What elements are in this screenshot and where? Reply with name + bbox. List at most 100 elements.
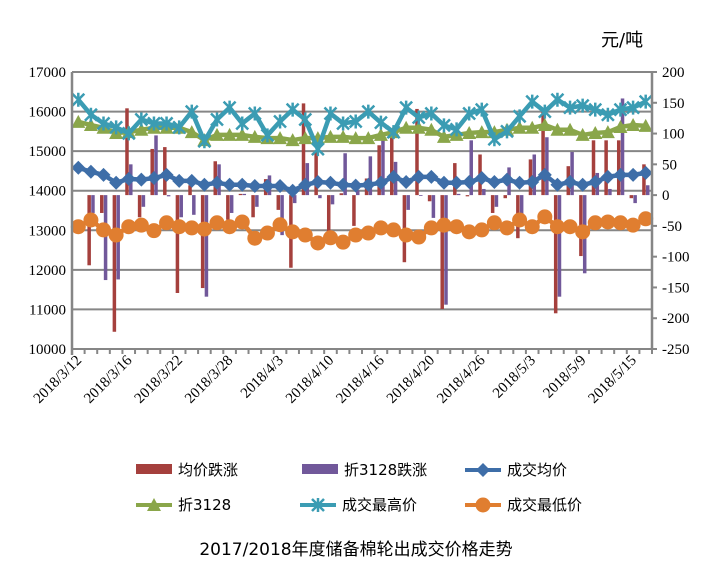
bar-zhe3128-change [608, 188, 612, 196]
data-point-star [474, 102, 489, 117]
data-point-star [121, 126, 136, 141]
data-point-triangle [600, 125, 615, 139]
data-point-diamond [487, 175, 502, 190]
legend-marker-diamond [476, 463, 490, 477]
x-axis-tick-label: 2018/5/9 [540, 353, 589, 402]
bar-zhe3128-change [469, 140, 473, 196]
bar-zhe3128-change [368, 156, 373, 196]
data-point-circle [612, 215, 628, 231]
legend-label: 成交最低价 [507, 496, 582, 514]
data-point-circle [196, 221, 212, 237]
data-point-diamond [600, 169, 615, 184]
data-point-triangle [298, 131, 313, 145]
x-axis-tick-label: 2018/4/20 [384, 353, 438, 407]
data-point-diamond [260, 178, 275, 193]
data-point-star [84, 107, 98, 122]
bar-avg-change [642, 164, 646, 196]
data-point-diamond [424, 169, 439, 184]
data-point-circle [499, 220, 515, 236]
bar-avg-change [175, 195, 180, 293]
data-point-triangle [247, 129, 262, 143]
data-point-circle [373, 220, 389, 236]
bar-avg-change [301, 103, 306, 196]
legend-item: 成交最低价 [465, 496, 582, 514]
bar-avg-change [541, 108, 545, 196]
data-point-star [500, 124, 514, 139]
bar-zhe3128-change [255, 195, 259, 207]
series-star [71, 92, 653, 157]
data-point-circle [575, 224, 591, 240]
left-axis-tick-label: 12000 [29, 263, 67, 279]
x-axis-tick-label: 2018/4/10 [283, 353, 337, 407]
data-point-star [109, 120, 124, 135]
bar-zhe3128-change [545, 137, 549, 196]
data-point-triangle [525, 120, 540, 134]
bar-zhe3128-change [557, 195, 562, 297]
right-axis-tick-label: 50 [662, 157, 677, 173]
data-point-triangle [83, 118, 98, 132]
data-point-star [336, 116, 350, 131]
data-point-circle [234, 214, 250, 230]
data-point-triangle [436, 129, 451, 143]
data-point-star [411, 110, 426, 125]
bar-avg-change [100, 195, 104, 213]
data-point-circle [587, 215, 603, 231]
legend-item: 成交最高价 [300, 496, 417, 514]
data-point-triangle [361, 131, 376, 145]
data-point-triangle [575, 127, 590, 141]
data-point-diamond [613, 167, 628, 182]
data-point-star [184, 104, 199, 119]
bar-zhe3128-change [154, 135, 158, 196]
data-point-star [563, 100, 577, 115]
bar-zhe3128-change [482, 188, 486, 196]
series-circle [70, 209, 654, 251]
data-point-diamond [197, 177, 212, 192]
data-point-star [260, 128, 275, 143]
bar-avg-change [465, 195, 470, 197]
bar-avg-change [276, 195, 281, 210]
data-point-triangle [563, 122, 578, 136]
bar-avg-change [377, 145, 381, 196]
series-line-triangle [77, 119, 646, 143]
data-point-circle [272, 217, 288, 233]
data-point-circle [171, 219, 187, 235]
data-point-star [588, 102, 603, 117]
data-point-circle [146, 223, 162, 239]
data-point-diamond [361, 177, 376, 192]
data-point-circle [285, 224, 301, 240]
data-point-diamond [537, 167, 552, 182]
data-point-circle [247, 230, 263, 246]
data-point-diamond [373, 175, 388, 190]
data-point-circle [360, 225, 376, 241]
data-point-star [310, 142, 325, 157]
data-point-circle [625, 217, 641, 233]
left-axis-tick-label: 11000 [29, 302, 66, 318]
data-point-triangle [512, 120, 527, 134]
data-point-star [638, 94, 653, 109]
bar-zhe3128-change [318, 195, 322, 199]
data-point-triangle [638, 118, 653, 132]
bar-zhe3128-change [292, 195, 297, 204]
data-point-triangle [424, 122, 439, 136]
bar-zhe3128-change [645, 185, 650, 196]
data-point-diamond [449, 175, 464, 190]
data-point-star [159, 116, 174, 131]
bar-avg-change [238, 193, 243, 196]
data-point-star [550, 92, 565, 107]
bar-zhe3128-change [280, 195, 284, 236]
bar-avg-change [415, 108, 419, 196]
bar-zhe3128-change [381, 137, 385, 196]
data-point-diamond [386, 169, 401, 184]
data-point-triangle [399, 120, 414, 134]
data-point-diamond [146, 171, 161, 186]
bar-avg-change [427, 195, 432, 202]
data-point-star [374, 115, 388, 130]
data-point-diamond [399, 175, 414, 190]
x-axis-tick-label: 2018/3/28 [182, 353, 236, 407]
data-point-star [537, 104, 552, 119]
right-axis-tick-label: 200 [662, 65, 685, 81]
bar-avg-change [440, 195, 444, 309]
data-point-circle [184, 220, 200, 236]
bar-avg-change [326, 195, 331, 234]
